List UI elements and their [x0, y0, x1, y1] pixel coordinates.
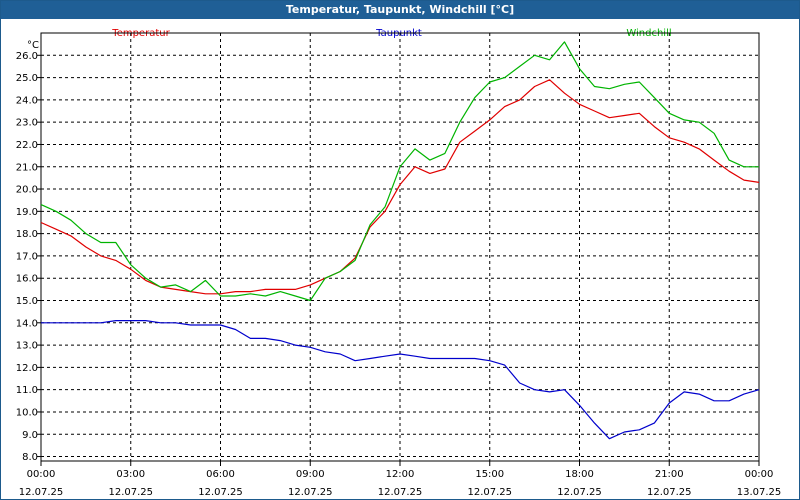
y-tick-label: 9.0	[22, 430, 38, 441]
y-tick-label: 25.0	[16, 73, 38, 84]
y-tick-label: 21.0	[16, 162, 38, 173]
x-tick-time: 18:00	[565, 469, 594, 480]
x-tick-time: 03:00	[116, 469, 145, 480]
y-tick-label: 8.0	[22, 452, 38, 463]
y-tick-label: 13.0	[16, 341, 38, 352]
x-tick-date: 12.07.25	[557, 487, 602, 498]
y-tick-label: 20.0	[16, 185, 38, 196]
x-tick-time: 00:00	[27, 469, 56, 480]
x-tick-time: 06:00	[206, 469, 235, 480]
x-tick-date: 13.07.25	[737, 487, 782, 498]
y-tick-label: 12.0	[16, 363, 38, 374]
series-line-taupunkt	[41, 320, 760, 440]
y-tick-label: 22.0	[16, 140, 38, 151]
series-line-windchill	[40, 41, 759, 302]
y-axis-unit: °C	[27, 40, 39, 51]
plot-frame	[40, 32, 760, 462]
x-tick-date: 12.07.25	[467, 487, 512, 498]
x-tick-time: 15:00	[475, 469, 504, 480]
x-tick-date: 12.07.25	[288, 487, 333, 498]
y-tick-label: 24.0	[16, 95, 38, 106]
x-tick-date: 12.07.25	[378, 487, 423, 498]
y-tick-label: 11.0	[16, 385, 38, 396]
x-tick-date: 12.07.25	[198, 487, 243, 498]
y-tick-label: 26.0	[16, 51, 38, 62]
y-tick-label: 15.0	[16, 296, 38, 307]
x-tick-date: 12.07.25	[108, 487, 153, 498]
y-tick-label: 18.0	[16, 229, 38, 240]
y-tick-label: 10.0	[16, 407, 38, 418]
y-tick-label: 14.0	[16, 318, 38, 329]
x-tick-date: 12.07.25	[19, 487, 64, 498]
window-title: Temperatur, Taupunkt, Windchill [°C]	[1, 1, 799, 19]
y-tick-label: 19.0	[16, 207, 38, 218]
chart-area: °C Temperatur Taupunkt Windchill 8.09.010.…	[16, 28, 782, 498]
x-tick-date: 12.07.25	[647, 487, 692, 498]
x-tick-time: 12:00	[386, 469, 415, 480]
x-tick-time: 00:00	[745, 469, 774, 480]
y-tick-label: 16.0	[16, 274, 38, 285]
x-tick-time: 21:00	[655, 469, 684, 480]
x-tick-time: 09:00	[296, 469, 325, 480]
y-tick-label: 23.0	[16, 118, 38, 129]
y-tick-label: 17.0	[16, 251, 38, 262]
